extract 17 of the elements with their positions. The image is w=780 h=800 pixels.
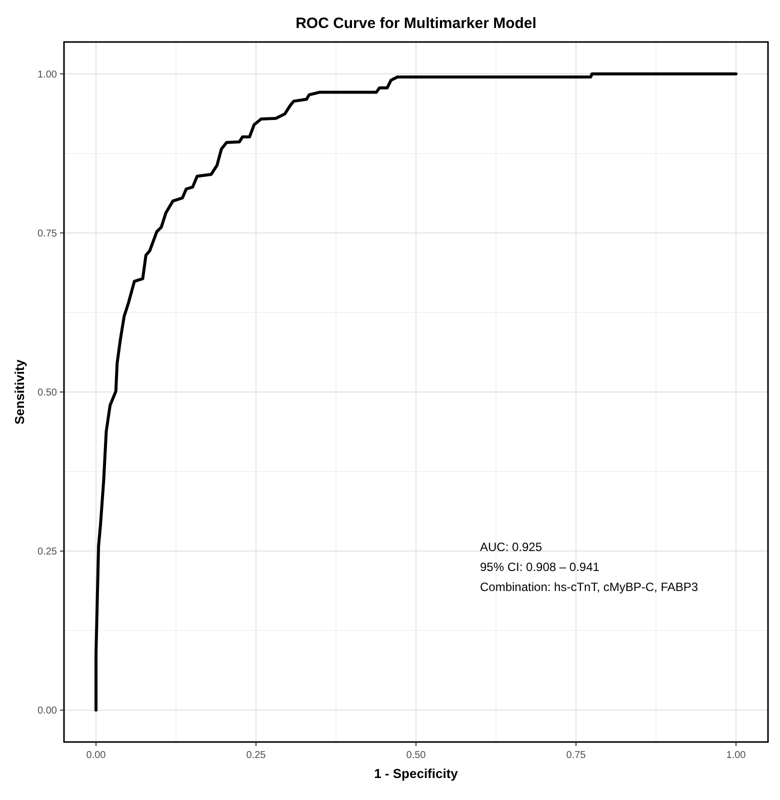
x-tick-label: 1.00 (726, 750, 746, 761)
y-tick-label: 0.75 (38, 228, 58, 240)
y-tick-label: 0.00 (38, 706, 58, 717)
y-axis-title: Sensitivity (12, 358, 27, 425)
x-tick-label: 0.75 (566, 750, 586, 761)
chart-title: ROC Curve for Multimarker Model (296, 15, 536, 32)
line-series (94, 72, 738, 712)
annotation: AUC: 0.925 (480, 540, 542, 554)
y-tick-label: 1.00 (38, 69, 58, 80)
x-axis-title: 1 - Specificity (374, 766, 459, 781)
x-tick-label: 0.50 (406, 750, 426, 761)
annotation: 95% CI: 0.908 – 0.941 (480, 560, 600, 574)
x-tick-label: 0.25 (246, 750, 266, 761)
y-tick-label: 0.50 (38, 388, 58, 398)
y-tick-label: 0.25 (38, 546, 58, 558)
x-tick-label: 0.00 (86, 750, 106, 761)
annotation: Combination: hs-cTnT, cMyBP-C, FABP3 (480, 580, 698, 594)
